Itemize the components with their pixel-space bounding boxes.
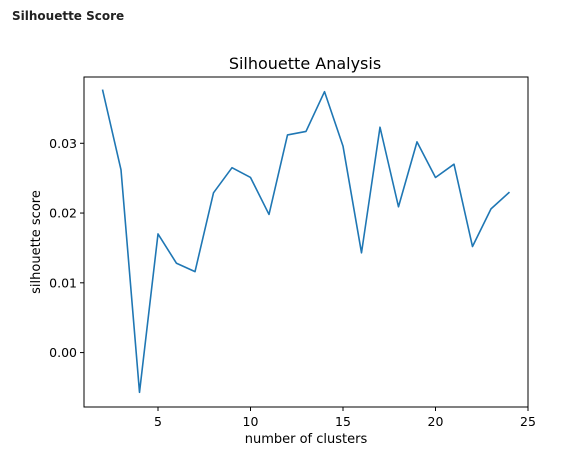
y-axis-label: silhouette score xyxy=(29,190,44,294)
y-axis: 0.00 0.01 0.02 0.03 xyxy=(49,136,84,360)
x-axis: 5 10 15 20 25 xyxy=(154,407,536,429)
plot-frame xyxy=(83,76,529,408)
x-tick-label: 25 xyxy=(520,414,536,429)
series-line-0 xyxy=(101,89,511,394)
x-tick-label: 10 xyxy=(243,414,259,429)
y-tick-label: 0.03 xyxy=(49,136,77,151)
x-axis-label: number of clusters xyxy=(245,432,368,447)
chart-title: Silhouette Analysis xyxy=(229,54,381,73)
y-tick-label: 0.00 xyxy=(49,345,77,360)
x-tick-label: 20 xyxy=(428,414,444,429)
y-tick-label: 0.01 xyxy=(49,275,77,290)
plot-line-layer xyxy=(101,89,511,394)
x-tick-label: 5 xyxy=(154,414,162,429)
x-tick-label: 15 xyxy=(335,414,351,429)
y-tick-label: 0.02 xyxy=(49,206,77,221)
page-heading: Silhouette Score xyxy=(12,9,125,23)
